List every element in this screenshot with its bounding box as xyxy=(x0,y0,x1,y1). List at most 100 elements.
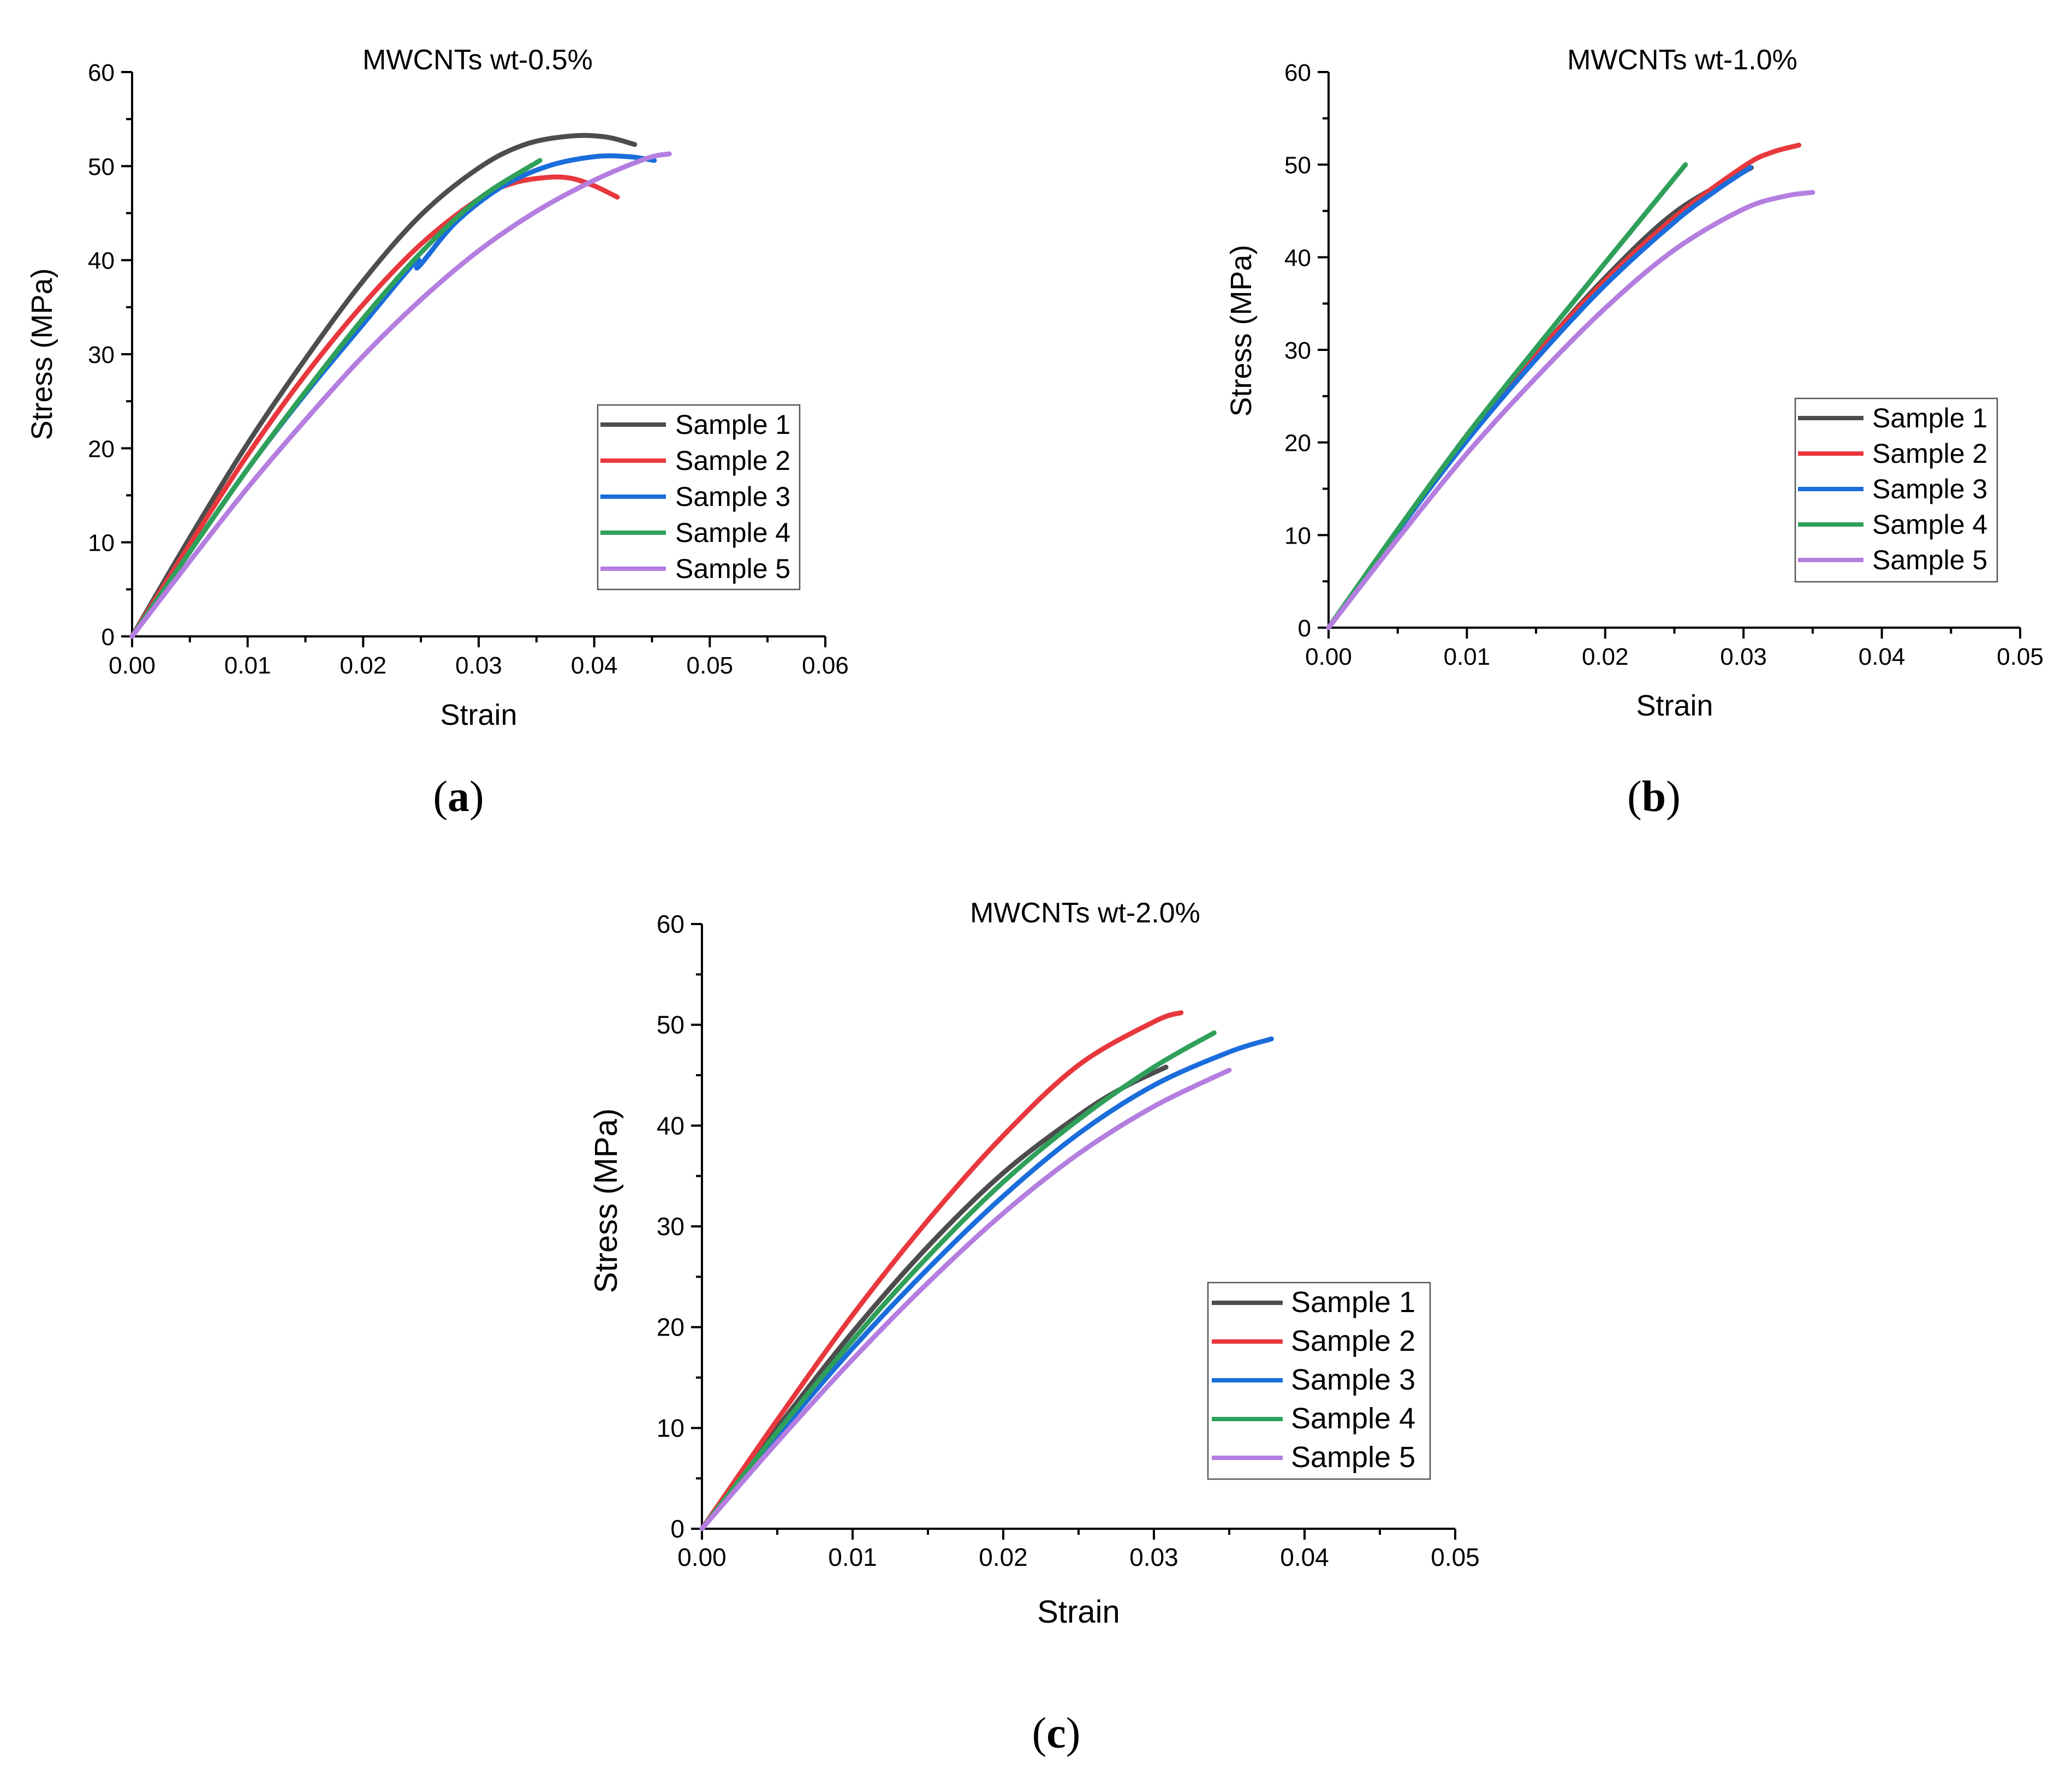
panel-label: (c) xyxy=(1032,1709,1081,1757)
legend-label: Sample 1 xyxy=(1872,403,1987,433)
y-tick-label: 0 xyxy=(1298,615,1311,642)
legend-box xyxy=(1794,397,1998,583)
svg-text:(b): (b) xyxy=(1627,773,1681,821)
x-tick-label: 0.02 xyxy=(979,1543,1028,1571)
legend-label: Sample 1 xyxy=(675,409,790,440)
x-tick-labels: 0.00 0.01 0.02 0.03 0.04 0.05 xyxy=(1305,643,2044,670)
legend-label: Sample 5 xyxy=(1291,1441,1415,1474)
y-tick-label: 0 xyxy=(102,624,115,651)
data-line-sample-5 xyxy=(699,1068,1232,1531)
legend-label: Sample 5 xyxy=(675,553,790,584)
data-series-group xyxy=(129,133,672,639)
x-tick-label: 0.03 xyxy=(1720,643,1767,670)
x-axis-label: Strain xyxy=(1636,689,1713,722)
axis-ticks xyxy=(691,923,1456,1540)
x-tick-label: 0.01 xyxy=(1444,643,1491,670)
legend-label: Sample 4 xyxy=(1872,509,1987,540)
legend-label: Sample 4 xyxy=(1291,1402,1415,1435)
data-line-sample-2 xyxy=(699,1010,1184,1531)
data-line-sample-5 xyxy=(129,151,672,639)
x-tick-label: 0.01 xyxy=(828,1543,877,1571)
chart-panel-c: MWCNTs wt-2.0% 0.00 0.01 0.02 0.03 0.04 … xyxy=(588,897,1480,1757)
y-tick-label: 20 xyxy=(1284,430,1311,457)
legend-label: Sample 4 xyxy=(675,517,790,548)
y-axis-label: Stress (MPa) xyxy=(26,268,58,440)
chart-panel-a: MWCNTs wt-0.5% 0.00 0.01 0.02 0.03 0.04 … xyxy=(26,44,849,821)
y-axis-label: Stress (MPa) xyxy=(1225,245,1258,416)
data-line-sample-5 xyxy=(1326,190,1815,630)
x-tick-label: 0.04 xyxy=(571,652,618,679)
data-line-sample-3 xyxy=(699,1036,1274,1531)
legend-label: Sample 2 xyxy=(1872,438,1987,469)
chart-panel-b: MWCNTs wt-1.0% 0.00 0.01 0.02 0.03 0.04 … xyxy=(1225,44,2044,821)
data-line-sample-1 xyxy=(129,133,638,639)
x-tick-label: 0.04 xyxy=(1859,643,1906,670)
panel-label: (b) xyxy=(1627,773,1681,821)
panel-label-letter: a xyxy=(448,773,469,821)
x-tick-label: 0.00 xyxy=(109,652,156,679)
x-tick-label: 0.05 xyxy=(687,652,734,679)
data-series-group xyxy=(1326,142,1815,630)
panel-label-letter: b xyxy=(1642,773,1666,821)
x-tick-label: 0.05 xyxy=(1431,1543,1480,1571)
x-tick-label: 0.04 xyxy=(1280,1543,1329,1571)
y-tick-label: 40 xyxy=(657,1111,684,1140)
y-tick-label: 40 xyxy=(88,248,115,275)
x-tick-labels: 0.00 0.01 0.02 0.03 0.04 0.05 xyxy=(677,1543,1480,1571)
y-axis-label: Stress (MPa) xyxy=(588,1108,624,1293)
y-tick-label: 50 xyxy=(1284,152,1311,179)
y-tick-label: 30 xyxy=(88,342,115,368)
chart-title: MWCNTs wt-1.0% xyxy=(1567,44,1797,76)
legend-label: Sample 3 xyxy=(675,481,790,512)
y-tick-label: 40 xyxy=(1284,245,1311,271)
panel-label-letter: c xyxy=(1046,1709,1066,1757)
chart-title: MWCNTs wt-2.0% xyxy=(970,897,1200,929)
chart-title: MWCNTs wt-0.5% xyxy=(362,44,593,76)
data-line-sample-2 xyxy=(129,174,620,639)
y-tick-label: 10 xyxy=(88,530,115,557)
x-tick-label: 0.00 xyxy=(1305,643,1352,670)
x-tick-label: 0.01 xyxy=(224,652,271,679)
legend-label: Sample 3 xyxy=(1291,1363,1415,1396)
svg-text:(a): (a) xyxy=(433,773,484,821)
legend: Sample 1 Sample 2 Sample 3 Sample 4 Samp… xyxy=(1794,397,1998,583)
x-tick-label: 0.02 xyxy=(1582,643,1629,670)
y-tick-label: 60 xyxy=(88,59,115,86)
legend: Sample 1 Sample 2 Sample 3 Sample 4 Samp… xyxy=(597,404,801,591)
y-tick-labels: 0 10 20 30 40 50 60 xyxy=(657,910,684,1543)
x-tick-label: 0.02 xyxy=(340,652,387,679)
y-tick-label: 10 xyxy=(657,1414,684,1442)
y-tick-label: 60 xyxy=(657,910,684,938)
y-tick-label: 30 xyxy=(1284,337,1311,364)
x-tick-label: 0.03 xyxy=(1129,1543,1178,1571)
y-tick-labels: 0 10 20 30 40 50 60 xyxy=(88,59,115,651)
x-axis-label: Strain xyxy=(440,699,517,731)
data-line-sample-4 xyxy=(699,1030,1217,1531)
y-tick-label: 50 xyxy=(657,1011,684,1039)
y-tick-label: 20 xyxy=(88,436,115,462)
legend-label: Sample 1 xyxy=(1291,1286,1415,1319)
y-tick-label: 0 xyxy=(670,1515,684,1543)
legend-label: Sample 2 xyxy=(675,445,790,476)
data-line-sample-4 xyxy=(1326,162,1688,630)
legend-label: Sample 5 xyxy=(1872,545,1987,575)
legend: Sample 1 Sample 2 Sample 3 Sample 4 Samp… xyxy=(1207,1282,1431,1480)
x-axis-label: Strain xyxy=(1037,1594,1120,1630)
legend-label: Sample 3 xyxy=(1872,474,1987,504)
svg-text:(c): (c) xyxy=(1032,1709,1081,1757)
legend-label: Sample 2 xyxy=(1291,1325,1415,1357)
y-tick-label: 10 xyxy=(1284,522,1311,549)
x-tick-label: 0.05 xyxy=(1997,643,2044,670)
panel-label: (a) xyxy=(433,773,484,821)
x-tick-label: 0.03 xyxy=(455,652,502,679)
data-series-group xyxy=(699,1010,1274,1531)
y-tick-labels: 0 10 20 30 40 50 60 xyxy=(1284,59,1311,642)
y-tick-label: 60 xyxy=(1284,59,1311,86)
y-tick-label: 50 xyxy=(88,153,115,180)
y-tick-label: 30 xyxy=(657,1212,684,1241)
x-tick-label: 0.06 xyxy=(802,652,849,679)
data-line-sample-4 xyxy=(129,158,543,639)
x-tick-label: 0.00 xyxy=(677,1543,727,1571)
